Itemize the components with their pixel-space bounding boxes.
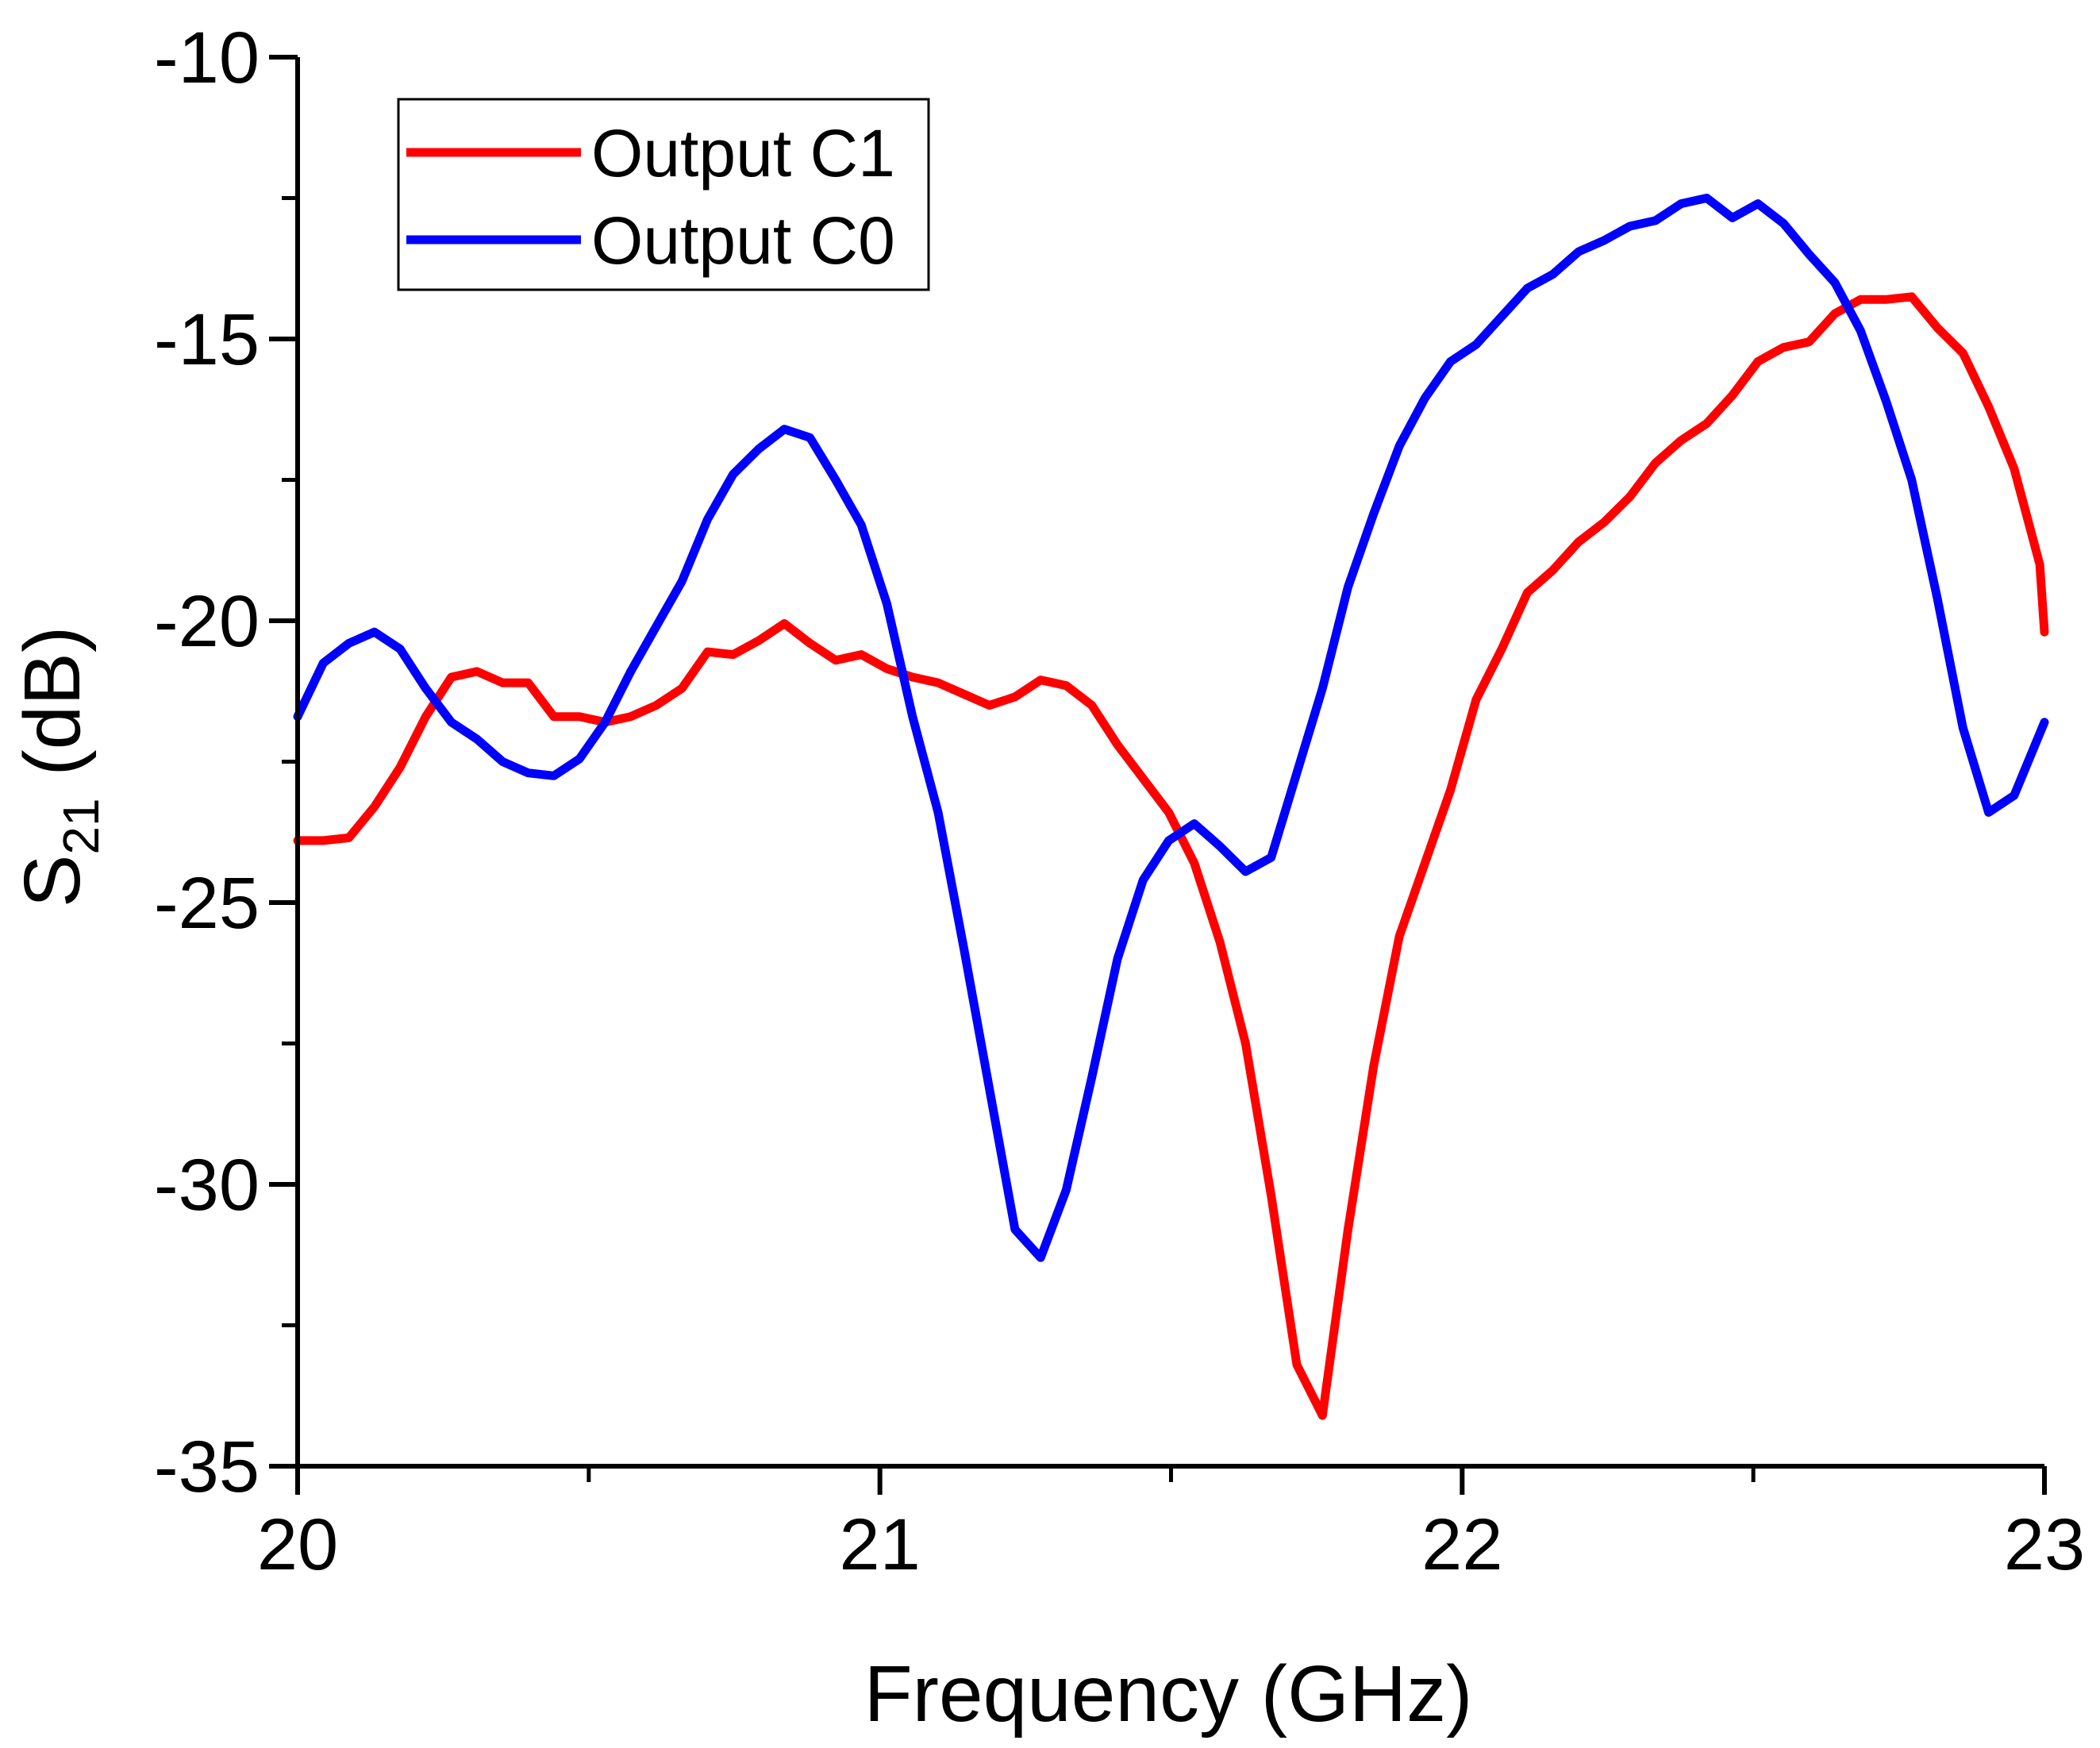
series-line-output-c1 <box>293 292 2049 1420</box>
x-axis-title: Frequency (GHz) <box>864 1650 1473 1738</box>
y-tick-label: -15 <box>154 299 260 380</box>
legend: Output C1 Output C0 <box>397 98 930 291</box>
legend-box <box>397 98 930 291</box>
x-tick-label: 20 <box>257 1504 338 1585</box>
y-axis-title: S21 (dB) <box>8 626 110 908</box>
y-axis-title-main: S <box>8 855 97 908</box>
series-line-output-c0 <box>293 194 2049 1262</box>
y-axis-title-unit: (dB) <box>8 626 97 799</box>
axes <box>295 57 2044 1469</box>
x-tick-label: 23 <box>2004 1504 2085 1585</box>
y-tick-label: -20 <box>154 581 260 662</box>
tick-marks <box>269 55 2047 1495</box>
y-axis-title-subscript: 21 <box>52 798 110 854</box>
series-lines <box>293 194 2049 1420</box>
legend-label-output-c1: Output C1 <box>591 116 895 191</box>
x-tick-label: 22 <box>1421 1504 1502 1585</box>
y-tick-label: -10 <box>154 17 260 98</box>
legend-label-output-c0: Output C0 <box>591 203 895 278</box>
y-tick-label: -25 <box>154 863 260 944</box>
x-tick-label: 21 <box>839 1504 920 1585</box>
y-tick-label: -30 <box>154 1145 260 1226</box>
y-tick-label: -35 <box>154 1427 260 1507</box>
